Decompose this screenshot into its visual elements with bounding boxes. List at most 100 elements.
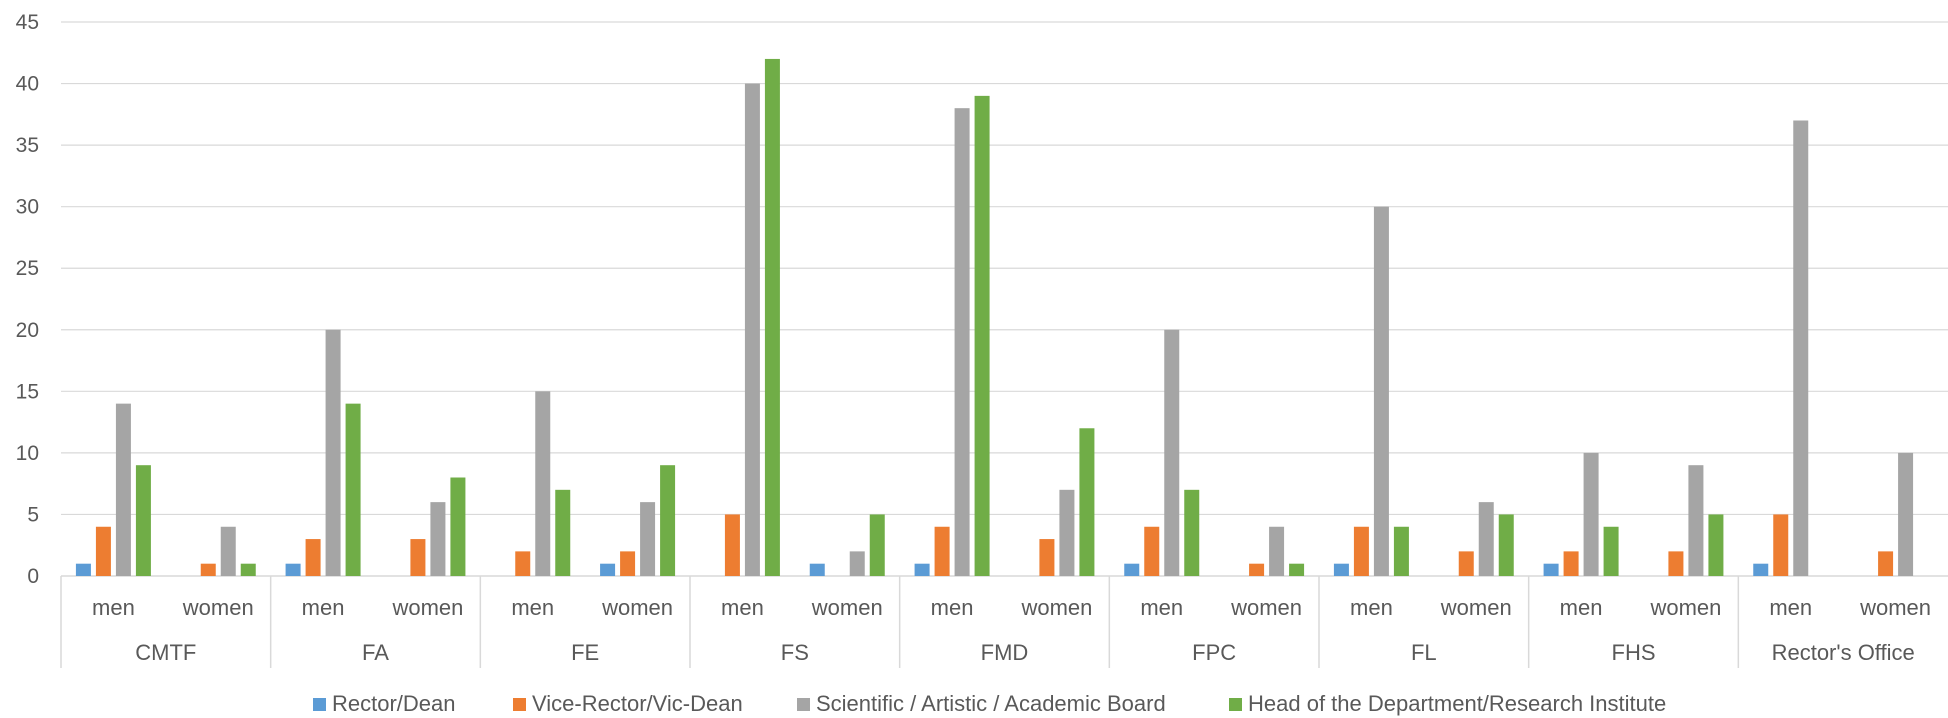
x-subcategory-label: women [811, 595, 883, 620]
bar [1708, 514, 1724, 576]
x-group-label: FE [571, 640, 599, 665]
bar [914, 563, 930, 576]
legend-swatch [1229, 698, 1242, 711]
x-subcategory-label: men [302, 595, 345, 620]
x-subcategory-label: men [1560, 595, 1603, 620]
bars [75, 58, 1914, 577]
bar [555, 489, 571, 576]
bar [410, 539, 426, 576]
bar [200, 563, 216, 576]
bar [1898, 452, 1914, 576]
bar [1059, 489, 1075, 576]
bar [1039, 539, 1055, 576]
x-group-label: FPC [1192, 640, 1236, 665]
x-subcategory-label: women [1649, 595, 1721, 620]
bar [620, 551, 636, 576]
x-subcategory-label: men [1350, 595, 1393, 620]
legend-item: Scientific / Artistic / Academic Board [797, 691, 1166, 716]
bar [535, 391, 551, 576]
bar [1249, 563, 1265, 576]
x-axis: men women men women men women men women men women… [60, 576, 1931, 668]
bar [640, 502, 656, 576]
bar [1878, 551, 1894, 576]
bar [450, 477, 466, 576]
bar [869, 514, 885, 576]
legend-item: Rector/Dean [313, 691, 456, 716]
bar [600, 563, 616, 576]
bar [430, 502, 446, 576]
gridlines [61, 21, 1948, 577]
legend-label: Vice-Rector/Vic-Dean [532, 691, 743, 716]
bar [974, 95, 990, 576]
y-axis-ticks: 0 5 10 15 20 25 30 35 40 45 [16, 11, 39, 588]
bar [1793, 120, 1809, 576]
y-tick-label: 5 [27, 503, 39, 526]
bar [515, 551, 531, 576]
bar [1269, 526, 1285, 576]
x-group-label: FMD [981, 640, 1029, 665]
x-subcategory-label: women [1230, 595, 1302, 620]
x-group-label: FA [362, 640, 389, 665]
y-tick-label: 15 [16, 380, 39, 403]
bar [1184, 489, 1200, 576]
x-subcategory-label: men [931, 595, 974, 620]
bar [744, 83, 760, 577]
x-group-label: FS [781, 640, 809, 665]
x-subcategory-label: women [391, 595, 463, 620]
bar [809, 563, 825, 576]
bar [1773, 514, 1789, 576]
legend-swatch [513, 698, 526, 711]
bar [724, 514, 740, 576]
y-tick-label: 40 [16, 73, 39, 96]
x-subcategory-label: women [601, 595, 673, 620]
bar [1333, 563, 1349, 576]
x-group-label: FL [1411, 640, 1437, 665]
legend-label: Rector/Dean [332, 691, 456, 716]
bar [1393, 526, 1409, 576]
x-group-label: FHS [1612, 640, 1656, 665]
legend-swatch [313, 698, 326, 711]
bar [240, 563, 256, 576]
bar [1563, 551, 1579, 576]
bar [345, 403, 361, 576]
bar [135, 465, 151, 576]
bar [75, 563, 91, 576]
x-subcategory-label: men [1769, 595, 1812, 620]
y-tick-label: 25 [16, 257, 39, 280]
legend: Rector/Dean Vice-Rector/Vic-Dean Scientifi… [313, 691, 1666, 716]
bar [1164, 329, 1180, 576]
x-subcategory-label: women [1020, 595, 1092, 620]
x-group-label: CMTF [135, 640, 196, 665]
bar [325, 329, 341, 576]
bar [220, 526, 236, 576]
bar [1289, 563, 1305, 576]
x-subcategory-label: women [1440, 595, 1512, 620]
bar [1079, 428, 1095, 576]
x-subcategory-label: women [182, 595, 254, 620]
x-subcategory-label: men [92, 595, 135, 620]
bar [1668, 551, 1684, 576]
y-tick-label: 0 [27, 565, 39, 588]
bar [305, 539, 321, 576]
x-subcategory-label: men [721, 595, 764, 620]
x-subcategory-label: men [1140, 595, 1183, 620]
bar [1583, 452, 1599, 576]
bar [1603, 526, 1619, 576]
bar [1353, 526, 1369, 576]
x-subcategory-label: men [511, 595, 554, 620]
legend-label: Head of the Department/Research Institut… [1248, 691, 1666, 716]
y-tick-label: 45 [16, 11, 39, 34]
y-tick-label: 35 [16, 134, 39, 157]
bar [1478, 502, 1494, 576]
x-subcategory-label: women [1859, 595, 1931, 620]
bar [115, 403, 131, 576]
legend-item: Head of the Department/Research Institut… [1229, 691, 1666, 716]
bar [849, 551, 865, 576]
legend-item: Vice-Rector/Vic-Dean [513, 691, 743, 716]
bar [1124, 563, 1140, 576]
bar [764, 58, 780, 576]
legend-swatch [797, 698, 810, 711]
legend-label: Scientific / Artistic / Academic Board [816, 691, 1166, 716]
bar [1458, 551, 1474, 576]
